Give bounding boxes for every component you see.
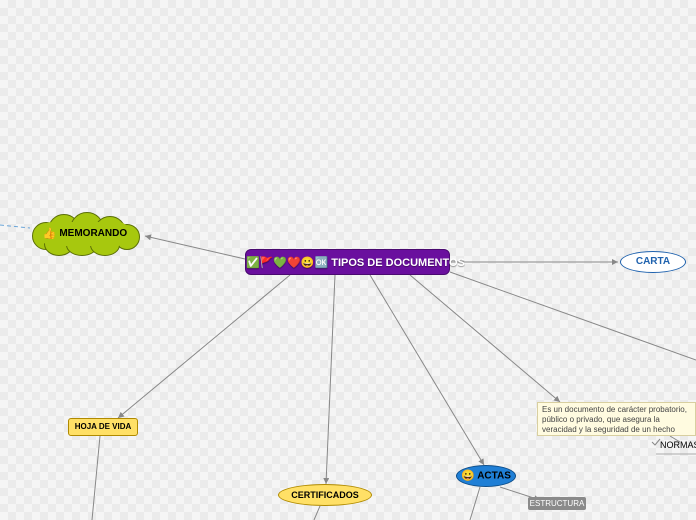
note-text: Es un documento de carácter probatorio, … (542, 405, 687, 434)
hoja-label: HOJA DE VIDA (75, 422, 132, 431)
mindmap-canvas[interactable]: ✅🚩💚❤️😀🆗 TIPOS DE DOCUMENTOS 👍 MEMORANDO … (0, 0, 696, 520)
memorando-label: MEMORANDO (59, 228, 127, 239)
carta-node[interactable]: CARTA (620, 251, 686, 273)
central-emojis: ✅🚩💚❤️😀🆗 (246, 257, 328, 269)
hoja-de-vida-node[interactable]: HOJA DE VIDA (68, 418, 138, 436)
central-node[interactable]: ✅🚩💚❤️😀🆗 TIPOS DE DOCUMENTOS (245, 249, 450, 275)
central-label: TIPOS DE DOCUMENTOS (331, 257, 465, 269)
actas-label: ACTAS (477, 471, 511, 482)
carta-label: CARTA (636, 256, 670, 267)
memorando-node[interactable]: 👍 MEMORANDO (30, 212, 140, 254)
actas-node[interactable]: 😀 ACTAS (456, 465, 516, 487)
estructura-node[interactable]: ESTRUCTURA (528, 497, 586, 510)
estructura-label: ESTRUCTURA (530, 499, 585, 508)
note-box[interactable]: Es un documento de carácter probatorio, … (537, 402, 696, 436)
normas-label: NORMAS (660, 440, 696, 450)
normas-label-node[interactable]: NORMAS (660, 440, 696, 450)
certificados-label: CERTIFICADOS (291, 490, 359, 500)
certificados-node[interactable]: CERTIFICADOS (278, 484, 372, 506)
thumbs-up-icon: 👍 (43, 227, 57, 240)
smile-icon: 😀 (461, 470, 475, 482)
